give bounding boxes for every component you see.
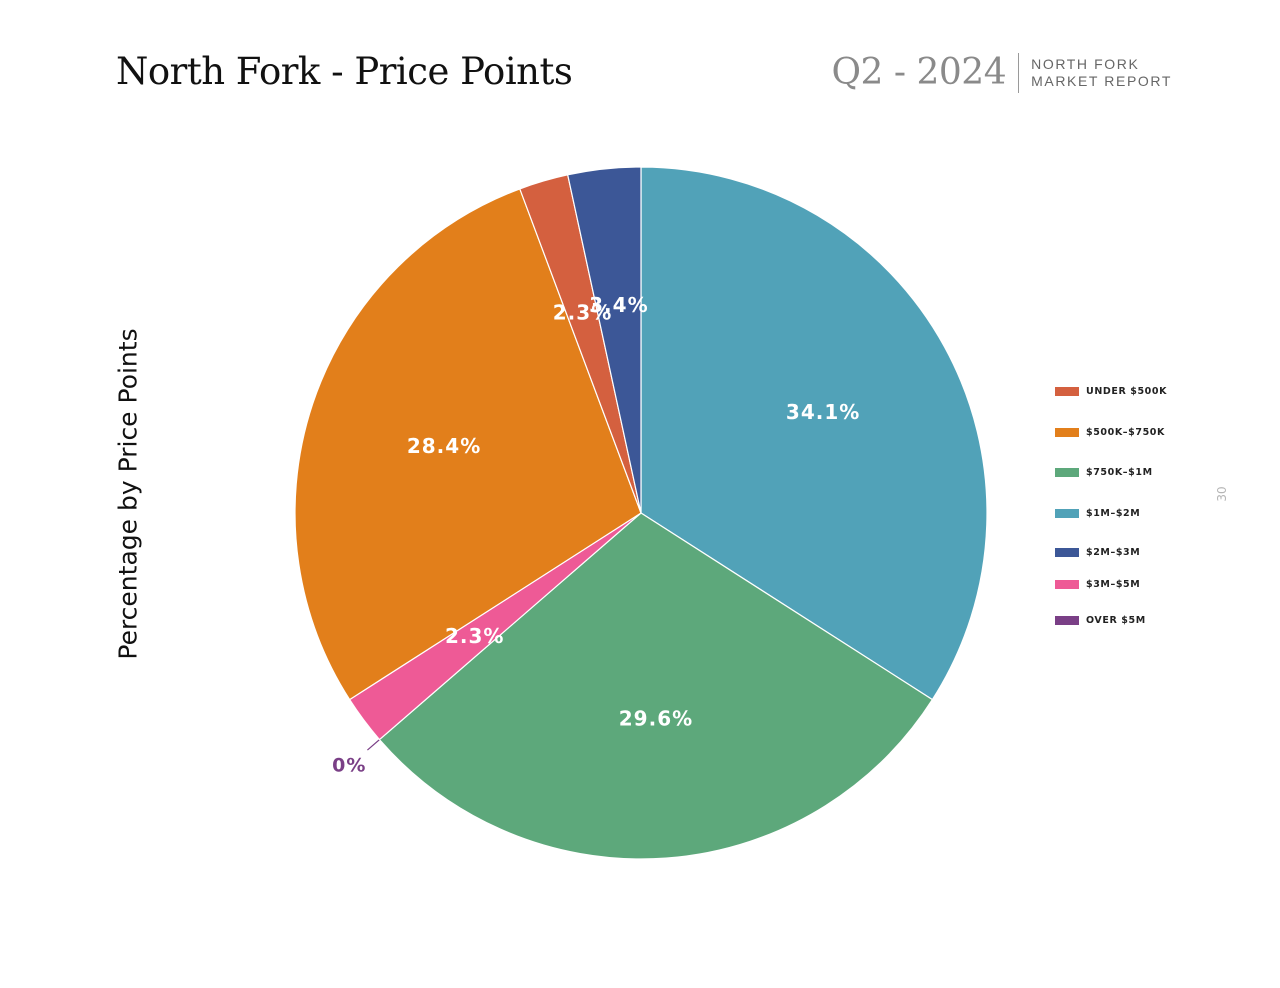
header-divider	[1018, 52, 1020, 93]
legend-swatch	[1055, 548, 1079, 557]
legend-swatch	[1055, 387, 1079, 396]
report-header: Q2 - 2024 NORTH FORK MARKET REPORT	[832, 52, 1172, 93]
legend-item: $1M–$2M	[1055, 508, 1140, 519]
legend-item: UNDER $500K	[1055, 386, 1167, 397]
chart-legend: UNDER $500K $500K–$750K $750K–$1M $1M–$2M $2…	[1055, 386, 1225, 636]
report-quarter: Q2 - 2024	[831, 52, 1007, 93]
pie-slice-4	[294, 188, 642, 701]
legend-label: $3M–$5M	[1086, 579, 1141, 590]
slice-label-5: 2.3%	[553, 300, 612, 324]
pie-slice-6	[567, 166, 642, 514]
legend-label: $2M–$3M	[1086, 547, 1141, 558]
legend-label: OVER $5M	[1086, 615, 1146, 626]
report-label: NORTH FORK MARKET REPORT	[1031, 56, 1172, 90]
slice-labels: 34.1%29.6%0%2.3%28.4%2.3%3.4%	[332, 293, 860, 776]
pie-slice-0	[640, 166, 988, 701]
page-title: North Fork - Price Points	[116, 50, 573, 93]
legend-item: $500K–$750K	[1055, 427, 1165, 438]
legend-swatch	[1055, 468, 1079, 477]
slice-label-6: 3.4%	[589, 293, 648, 317]
slice-label-2: 0%	[332, 754, 366, 776]
legend-label: $500K–$750K	[1086, 427, 1165, 438]
legend-label: $750K–$1M	[1086, 467, 1153, 478]
slice-label-4: 28.4%	[407, 434, 481, 458]
legend-swatch	[1055, 580, 1079, 589]
legend-item: $2M–$3M	[1055, 547, 1140, 558]
report-label-line1: NORTH FORK	[1031, 55, 1140, 72]
legend-swatch	[1055, 616, 1079, 625]
slice-label-3: 2.3%	[445, 624, 504, 648]
legend-item: OVER $5M	[1055, 615, 1146, 626]
pie-slice-1	[378, 512, 934, 860]
page-number: 30	[1215, 486, 1229, 502]
legend-swatch	[1055, 509, 1079, 518]
slice-label-0: 34.1%	[786, 400, 860, 424]
legend-item: $750K–$1M	[1055, 467, 1153, 478]
slice-label-1: 29.6%	[619, 707, 693, 731]
legend-label: $1M–$2M	[1086, 508, 1141, 519]
report-label-line2: MARKET REPORT	[1031, 72, 1172, 89]
legend-item: $3M–$5M	[1055, 579, 1140, 590]
legend-swatch	[1055, 428, 1079, 437]
legend-label: UNDER $500K	[1086, 386, 1168, 397]
